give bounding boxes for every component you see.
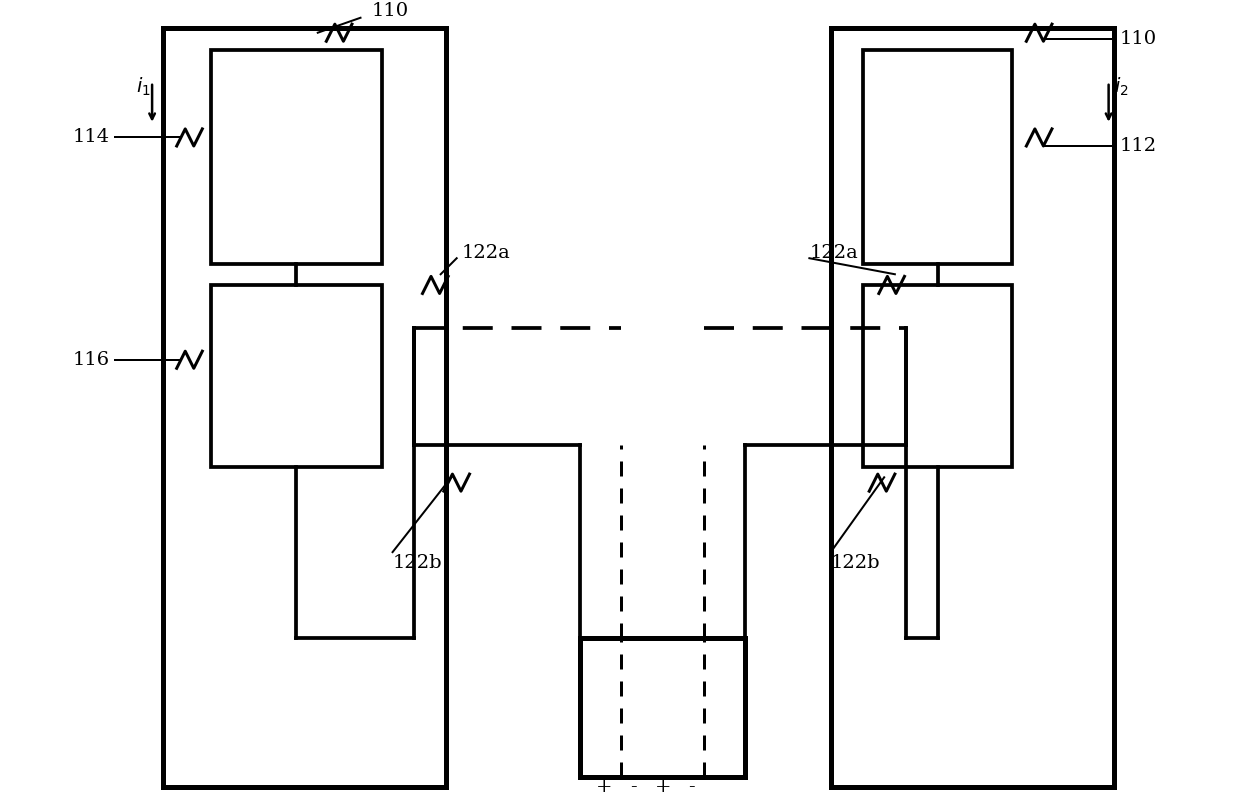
Text: $i_1$: $i_1$ [136,76,151,98]
Text: 110: 110 [371,2,408,20]
Text: +: + [655,778,671,795]
Bar [580,637,745,777]
Bar [211,49,381,263]
Bar [163,28,445,787]
Bar [863,49,1012,263]
Text: 114: 114 [73,129,110,147]
Text: 110: 110 [1119,30,1156,48]
Bar [863,285,1012,467]
Text: 122a: 122a [810,244,858,262]
Bar [211,285,381,467]
Text: 122b: 122b [392,554,442,572]
Text: 122a: 122a [462,244,511,262]
Text: 122b: 122b [830,554,880,572]
Text: -: - [629,778,637,795]
Text: 112: 112 [1119,137,1156,155]
Text: -: - [689,778,695,795]
Text: +: + [596,778,612,795]
Text: 116: 116 [73,351,110,369]
Text: $i_2$: $i_2$ [1114,76,1129,98]
Bar [830,28,1114,787]
